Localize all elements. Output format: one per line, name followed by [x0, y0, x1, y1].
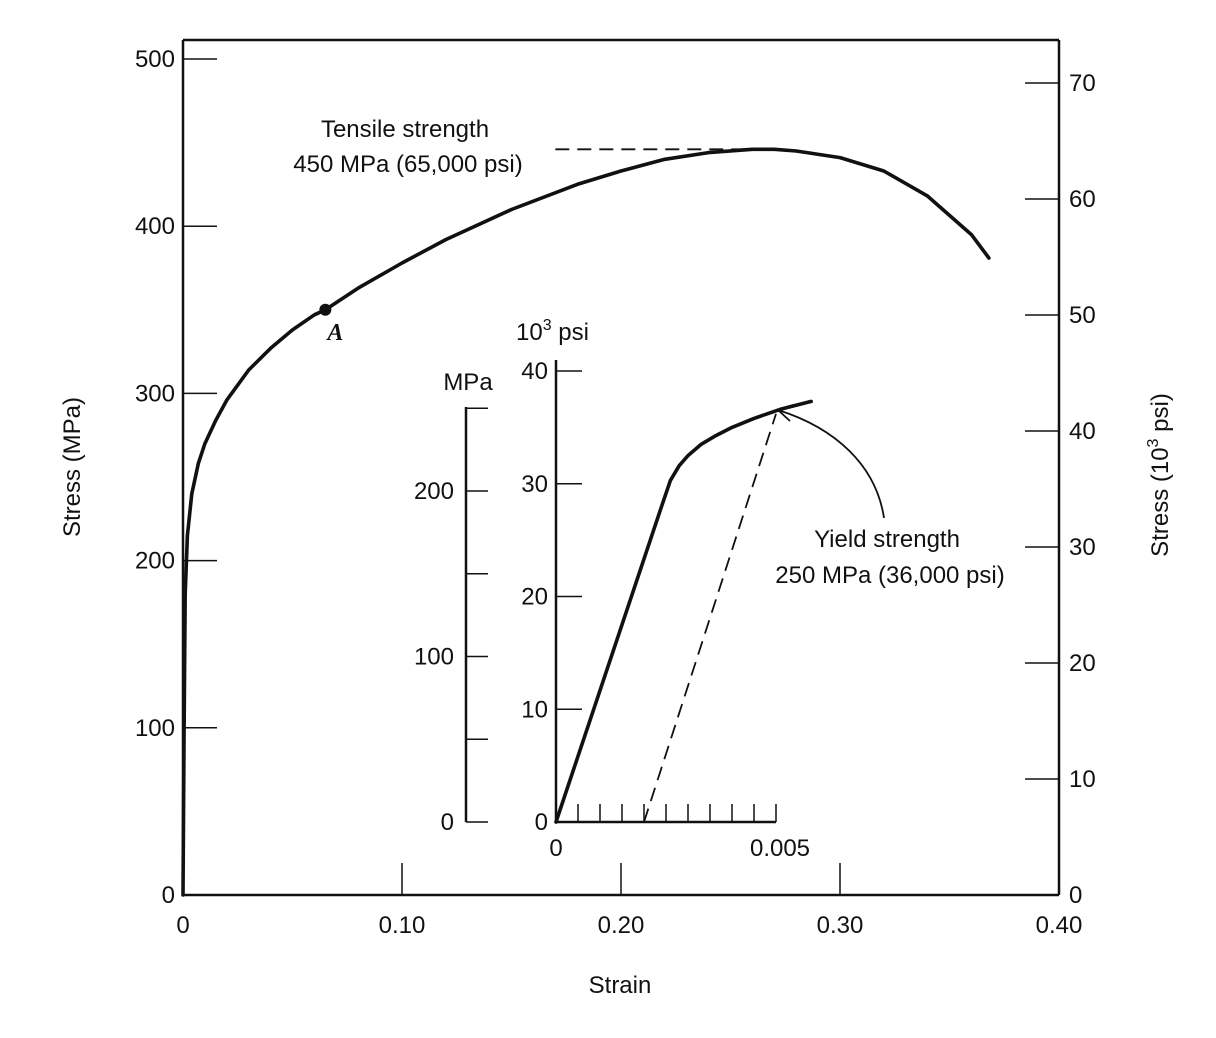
- point-a-label: A: [325, 320, 343, 346]
- inset-mpa-tick-label: 0: [441, 809, 454, 836]
- main-y-left-tick-label: 500: [135, 46, 175, 73]
- main-y-right-tick-label: 30: [1069, 534, 1096, 561]
- main-y-right-tick-label: 70: [1069, 70, 1096, 97]
- y-right-label-prefix: Stress (10: [1147, 447, 1174, 556]
- y-right-label-sup: 3: [1145, 438, 1162, 447]
- yield-strength-title: Yield strength: [814, 526, 960, 553]
- main-x-tick-label: 0.20: [598, 912, 645, 939]
- main-x-tick-label: 0.40: [1036, 912, 1083, 939]
- inset-psi-unit-prefix: 10: [516, 319, 543, 346]
- main-y-right-tick-label: 50: [1069, 302, 1096, 329]
- inset-mpa-unit: MPa: [443, 369, 493, 396]
- stress-strain-curve: [181, 147, 991, 897]
- main-x-tick-label: 0: [176, 912, 189, 939]
- y-right-axis-label: Stress (103 psi): [1145, 393, 1174, 557]
- inset-mpa-tick-label: 200: [414, 478, 454, 505]
- main-x-ticks: 0 0.10 0.20 0.30 0.40: [176, 863, 1082, 939]
- inset-mpa-ticks: 0 100 200: [414, 407, 488, 836]
- main-y-right-ticks: 0 10 20 30 40 50 60 70: [1025, 70, 1096, 909]
- point-a-marker: [319, 303, 332, 316]
- yield-strength-value: 250 MPa (36,000 psi): [775, 562, 1004, 589]
- inset-psi-unit-sup: 3: [543, 317, 552, 334]
- main-y-left-tick-label: 100: [135, 715, 175, 742]
- inset-psi-tick-label: 40: [521, 358, 548, 385]
- inset-psi-tick-label: 0: [535, 809, 548, 836]
- inset-psi-unit: 103 psi: [516, 317, 589, 346]
- inset-psi-tick-label: 30: [521, 471, 548, 498]
- yield-arrowhead-icon: [776, 404, 794, 422]
- y-right-label-suffix: psi): [1147, 393, 1174, 438]
- inset-elastic-curve: [554, 399, 813, 824]
- main-y-left-tick-label: 200: [135, 548, 175, 575]
- main-y-right-tick-label: 60: [1069, 186, 1096, 213]
- inset-psi-tick-label: 10: [521, 696, 548, 723]
- main-y-left-tick-label: 300: [135, 380, 175, 407]
- inset-mpa-tick-label: 100: [414, 644, 454, 671]
- inset-x-tick-label: 0: [549, 835, 562, 862]
- main-y-left-tick-label: 0: [162, 882, 175, 909]
- inset-x-tick-label: 0.005: [750, 835, 810, 862]
- x-axis-label: Strain: [589, 972, 652, 999]
- main-y-left-tick-label: 400: [135, 213, 175, 240]
- main-x-tick-label: 0.30: [817, 912, 864, 939]
- main-y-right-tick-label: 40: [1069, 418, 1096, 445]
- tensile-strength-value: 450 MPa (65,000 psi): [293, 151, 522, 178]
- main-y-left-ticks: 0 100 200 300 400 500: [135, 46, 217, 909]
- yield-arrow-icon: [777, 409, 885, 519]
- tensile-strength-title: Tensile strength: [321, 116, 489, 143]
- main-y-right-tick-label: 10: [1069, 766, 1096, 793]
- inset-psi-unit-suffix: psi: [552, 319, 589, 346]
- main-x-tick-label: 0.10: [379, 912, 426, 939]
- main-y-right-tick-label: 20: [1069, 650, 1096, 677]
- y-left-axis-label: Stress (MPa): [59, 397, 86, 537]
- main-y-right-tick-label: 0: [1069, 882, 1082, 909]
- inset-psi-tick-label: 20: [521, 584, 548, 611]
- inset-x-ticks: 0 0.005: [549, 804, 810, 862]
- offset-dashed-line: [643, 413, 777, 823]
- inset-psi-ticks: 0 10 20 30 40: [521, 358, 582, 836]
